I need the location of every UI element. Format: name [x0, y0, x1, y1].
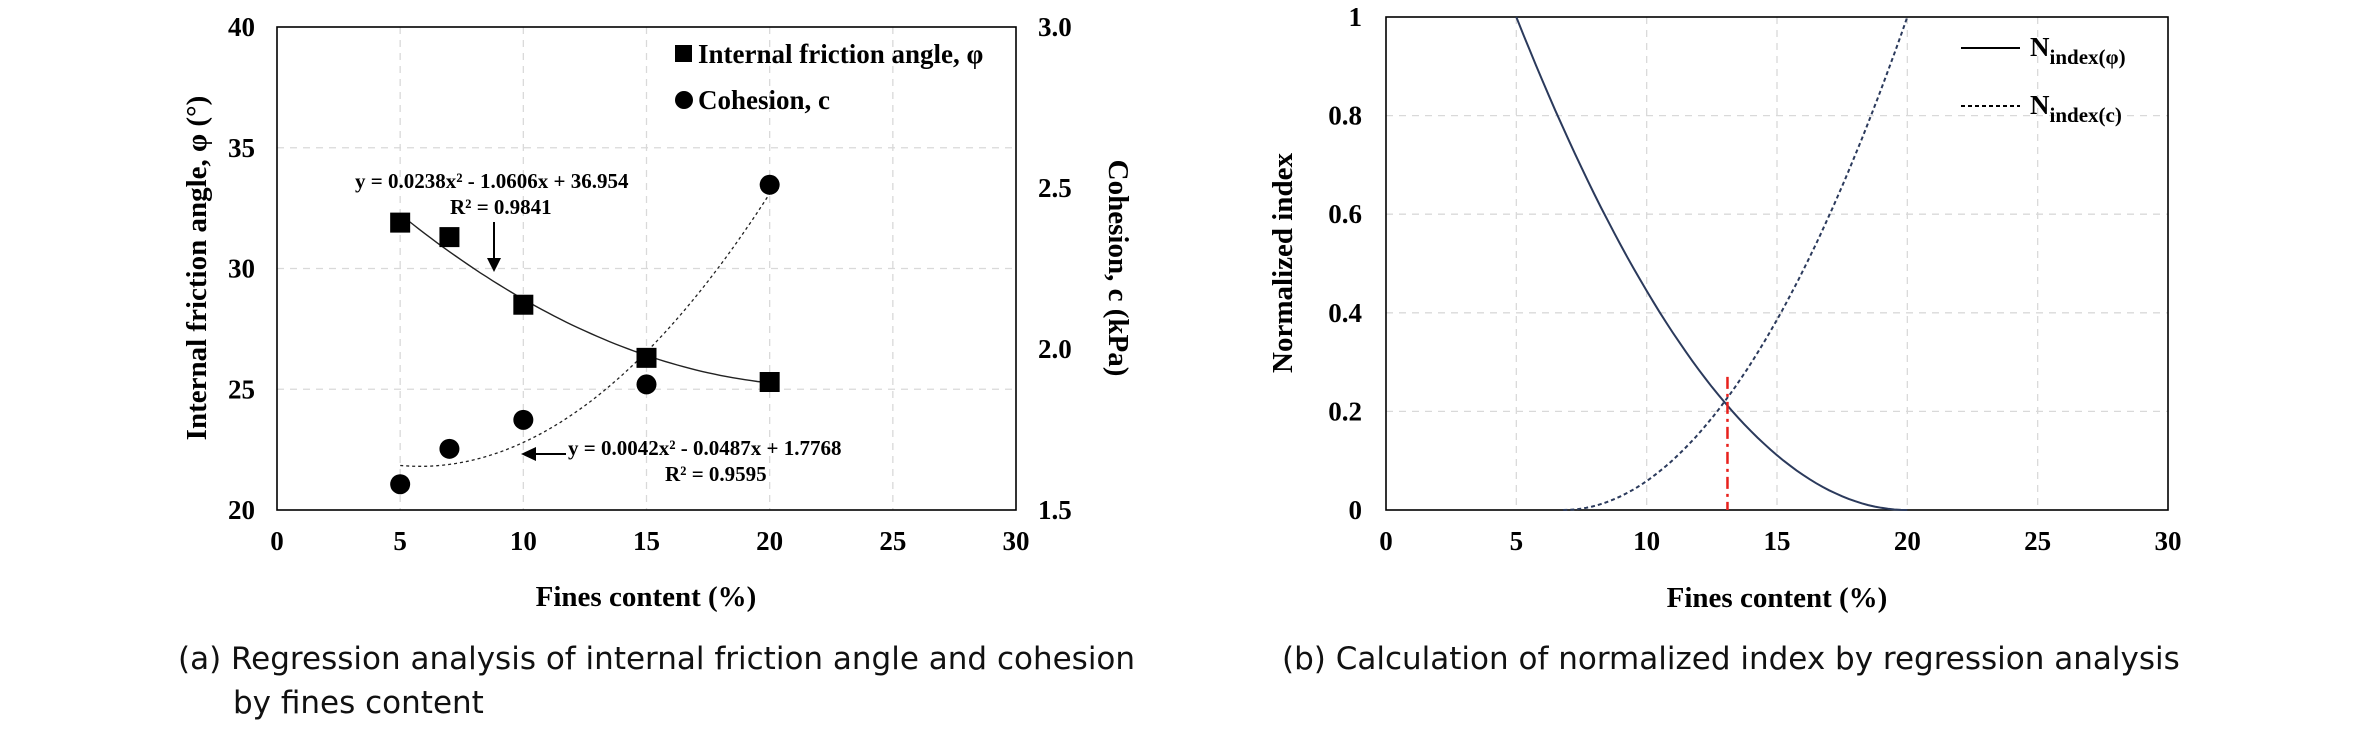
chart-a-annotation-cohesion: y = 0.0042x² - 0.0487x + 1.7768 R² = 0.9…: [521, 436, 841, 486]
annotation-arrowhead-friction: [487, 258, 501, 272]
annotation-arrowhead-cohesion: [521, 447, 536, 461]
curve-index-c: [1563, 16, 1909, 511]
annotation-equation-friction: y = 0.0238x² - 1.0606x + 36.954: [355, 169, 629, 193]
legend-phi-subscript: index(φ): [2050, 45, 2126, 69]
point-friction: [439, 227, 460, 248]
legend-label-friction: Internal friction angle, φ: [698, 39, 983, 69]
x-tick-label: 5: [393, 526, 407, 556]
y2-tick-label: 1.5: [1038, 495, 1072, 525]
curve-index-phi: [1515, 16, 1908, 511]
y-tick-label: 35: [228, 133, 255, 163]
chart-a-plot-frame: [276, 26, 1017, 511]
chart-a-x-axis-title: Fines content (%): [536, 581, 757, 613]
x-tick-label: 0: [1379, 526, 1393, 556]
y-tick-label: 0: [1349, 495, 1363, 525]
chart-b-grid: [1386, 17, 2168, 510]
chart-b-x-ticks: 0 5 10 15 20 25 30: [1379, 526, 2181, 556]
chart-a-y2-axis-title: Cohesion, c (kPa): [1102, 160, 1134, 377]
legend-label-index-c: Nindex(c): [2030, 90, 2122, 127]
x-tick-label: 15: [633, 526, 660, 556]
y-tick-label: 25: [228, 374, 255, 404]
chart-a-points: [390, 174, 780, 495]
chart-a-annotation-friction: y = 0.0238x² - 1.0606x + 36.954 R² = 0.9…: [355, 169, 629, 272]
y-tick-label: 1: [1349, 2, 1363, 32]
point-cohesion: [439, 438, 460, 459]
chart-a: 0 5 10 15 20 25 30 20 25 30 35 40 1.5 2.0 2.5 3.0 Fin…: [181, 12, 1134, 613]
y-tick-label: 40: [228, 12, 255, 42]
x-tick-label: 15: [1764, 526, 1791, 556]
legend-c-main: N: [2030, 90, 2050, 120]
annotation-r2-friction: R² = 0.9841: [450, 195, 552, 219]
legend-square-marker: [675, 45, 692, 62]
caption-a-line2: by fines content: [233, 685, 484, 721]
point-friction: [390, 212, 411, 233]
chart-b-plot-frame: [1385, 16, 2169, 511]
y-tick-label: 0.4: [1328, 298, 1362, 328]
legend-phi-main: N: [2030, 32, 2050, 62]
chart-b-curves: [1515, 16, 1909, 511]
point-cohesion: [636, 374, 657, 395]
fit-curve-friction: [399, 213, 770, 384]
legend-label-cohesion: Cohesion, c: [698, 85, 830, 115]
y-tick-label: 20: [228, 495, 255, 525]
legend-circle-marker: [675, 91, 693, 109]
annotation-equation-cohesion: y = 0.0042x² - 0.0487x + 1.7768: [568, 436, 841, 460]
chart-b: 0 5 10 15 20 25 30 0 0.2 0.4 0.6 0.8 1 Fines conten…: [1267, 2, 2182, 614]
chart-a-y2-ticks: 1.5 2.0 2.5 3.0: [1038, 12, 1072, 525]
chart-b-x-axis-title: Fines content (%): [1667, 582, 1888, 614]
chart-a-y-axis-title: Internal friction angle, φ (°): [181, 96, 213, 441]
point-cohesion: [390, 474, 411, 495]
y2-tick-label: 2.0: [1038, 334, 1072, 364]
y-tick-label: 0.2: [1328, 396, 1362, 426]
x-tick-label: 30: [2155, 526, 2182, 556]
chart-a-x-ticks: 0 5 10 15 20 25 30: [270, 526, 1029, 556]
x-tick-label: 0: [270, 526, 284, 556]
chart-b-y-ticks: 0 0.2 0.4 0.6 0.8 1: [1328, 2, 1362, 525]
y2-tick-label: 2.5: [1038, 173, 1072, 203]
x-tick-label: 20: [756, 526, 783, 556]
x-tick-label: 5: [1510, 526, 1524, 556]
legend-c-subscript: index(c): [2050, 103, 2122, 127]
chart-b-y-axis-title: Normalized index: [1267, 153, 1299, 373]
point-cohesion: [513, 409, 534, 430]
x-tick-label: 10: [1633, 526, 1660, 556]
y-tick-label: 30: [228, 254, 255, 284]
x-tick-label: 25: [879, 526, 906, 556]
y-tick-label: 0.8: [1328, 101, 1362, 131]
chart-a-legend: Internal friction angle, φ Cohesion, c: [675, 39, 983, 115]
point-friction: [513, 294, 534, 315]
caption-b: (b) Calculation of normalized index by r…: [1282, 641, 2180, 677]
x-tick-label: 20: [1894, 526, 1921, 556]
point-friction: [636, 347, 657, 368]
x-tick-label: 30: [1003, 526, 1030, 556]
caption-a-line1: (a) Regression analysis of internal fric…: [178, 641, 1136, 677]
fit-curve-cohesion: [400, 193, 771, 467]
y-tick-label: 0.6: [1328, 199, 1362, 229]
chart-b-legend: Nindex(φ) Nindex(c): [1961, 32, 2126, 127]
annotation-r2-cohesion: R² = 0.9595: [665, 462, 767, 486]
legend-label-index-phi: Nindex(φ): [2030, 32, 2126, 69]
point-friction: [759, 372, 780, 393]
chart-a-y-ticks: 20 25 30 35 40: [228, 12, 255, 525]
point-cohesion: [759, 174, 780, 195]
x-tick-label: 25: [2024, 526, 2051, 556]
x-tick-label: 10: [510, 526, 537, 556]
y2-tick-label: 3.0: [1038, 12, 1072, 42]
chart-a-fit-curves: [399, 193, 771, 467]
